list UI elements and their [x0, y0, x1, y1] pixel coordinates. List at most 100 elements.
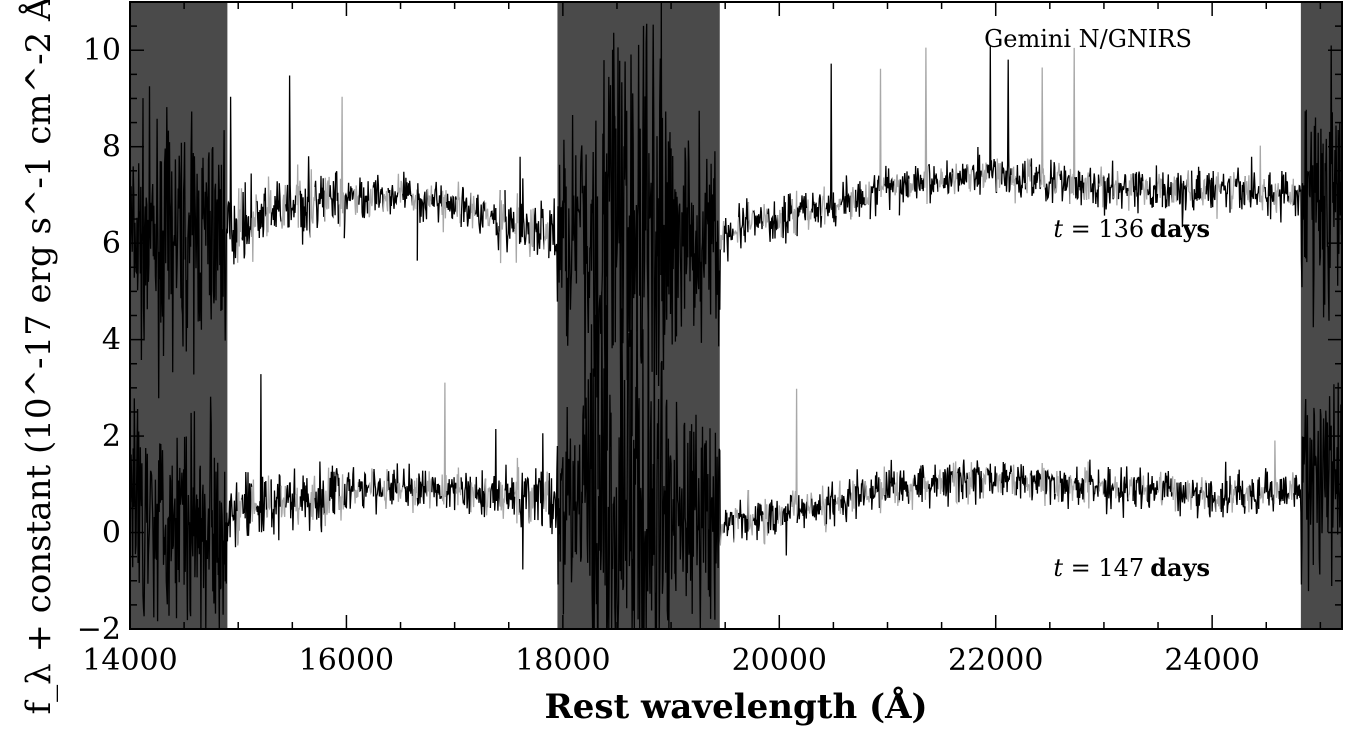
- spectrum-segment: [533, 200, 545, 255]
- spectrum-segment: [850, 187, 857, 220]
- spectrum-segment: [1117, 466, 1129, 518]
- spectrum-segment: [879, 466, 886, 514]
- spectrum-segment: [368, 468, 375, 497]
- y-tick-label: 0: [102, 516, 121, 551]
- spectrum-segment: [475, 194, 487, 234]
- spectrum-segment: [455, 467, 462, 506]
- y-tick-label: 2: [102, 419, 121, 454]
- spectrum-segment: [1288, 178, 1295, 207]
- spectrum-segment: [1054, 470, 1061, 503]
- y-tick-label: −2: [77, 612, 121, 647]
- spectrum-segment: [441, 190, 448, 233]
- spectrum-segment: [484, 202, 492, 227]
- spectrum-segment: [528, 208, 535, 258]
- spectrum-segment: [470, 192, 477, 229]
- spectrum-segment: [986, 46, 998, 194]
- spectrum-segment: [397, 173, 404, 203]
- spectrum-segment: [1249, 477, 1261, 515]
- spectrum-segment: [1191, 479, 1202, 519]
- spectrum-segment: [752, 207, 764, 236]
- spectrum-segment: [1001, 461, 1013, 496]
- spectrum-segment: [309, 475, 316, 520]
- spectrum-segment: [996, 158, 1003, 192]
- spectrum-segment: [952, 163, 958, 195]
- spectrum-segment: [1259, 487, 1266, 504]
- spectrum-segment: [840, 175, 852, 220]
- spectrum-segment: [1156, 471, 1164, 506]
- spectrum-segment: [358, 177, 370, 219]
- spectrum-segment: [806, 492, 813, 514]
- spectrum-segment: [723, 509, 735, 543]
- x-tick-label: 18000: [515, 643, 610, 678]
- spectrum-segment: [251, 479, 258, 522]
- spectrum-segment: [913, 165, 925, 199]
- epoch-label-value: 136: [1098, 215, 1144, 243]
- spectrum-segment: [499, 190, 506, 264]
- spectrum-segment: [820, 485, 828, 533]
- spectrum-segment: [971, 460, 983, 505]
- spectrum-segment: [499, 482, 506, 519]
- spectrum-segment: [854, 469, 866, 520]
- spectrum-segment: [533, 433, 545, 527]
- epoch-label-unit: days: [1150, 553, 1210, 582]
- spectrum-segment: [1229, 172, 1237, 210]
- spectrum-segment: [1234, 167, 1246, 210]
- spectrum-segment: [864, 181, 871, 220]
- spectrum-segment: [1030, 469, 1042, 501]
- spectrum-segment: [1273, 440, 1280, 504]
- spectrum-segment: [504, 190, 516, 253]
- spectrum-segment: [514, 193, 521, 263]
- spectrum-segment: [1234, 469, 1246, 514]
- spectrum-segment: [781, 193, 793, 244]
- spectrum-segment: [864, 480, 871, 503]
- spectrum-segment: [791, 388, 798, 524]
- spectrum-segment: [752, 502, 764, 541]
- epoch-label-prefix: t =: [1053, 554, 1098, 582]
- spectrum-segment: [1200, 477, 1207, 510]
- spectrum-segment: [129, 86, 238, 399]
- x-tick-label: 22000: [948, 643, 1043, 678]
- spectrum-segment: [460, 186, 472, 228]
- spectrum-segment: [796, 495, 808, 529]
- spectrum-136-days: [129, 1, 1343, 490]
- spectrum-segment: [869, 175, 881, 220]
- spectrum-segment: [762, 204, 769, 228]
- spectrum-segment: [353, 482, 360, 504]
- spectrum-segment: [338, 474, 345, 521]
- spectrum-segment: [942, 464, 954, 507]
- spectrum-segment: [460, 472, 472, 515]
- x-tick-label: 16000: [299, 643, 394, 678]
- spectrum-segment: [518, 156, 530, 246]
- spectrum-segment: [1098, 480, 1105, 496]
- spectrum-segment: [927, 464, 940, 509]
- spectrum-segment: [942, 160, 954, 195]
- spectrum-segment: [777, 206, 784, 238]
- spectrum-segment: [908, 478, 915, 510]
- spectrum-segment: [1147, 472, 1159, 508]
- spectrum-segment: [255, 374, 268, 533]
- spectrum-segment: [1132, 467, 1144, 510]
- spectrum-segment: [1288, 472, 1295, 500]
- spectrum-segment: [1059, 165, 1071, 204]
- spectrum-segment: [1273, 183, 1280, 213]
- spectrum-segment: [343, 467, 355, 509]
- spectrum-segment: [1161, 470, 1173, 501]
- spectrum-segment: [372, 174, 384, 212]
- spectrum-segment: [1190, 166, 1202, 211]
- spectrum-segment: [484, 478, 492, 516]
- spectrum-segment: [402, 463, 414, 506]
- spectrum-segment: [840, 479, 852, 523]
- spectrum-segment: [294, 487, 302, 525]
- spectrum-segment: [280, 184, 287, 229]
- spectrum-segment: [314, 175, 326, 229]
- spectrum-segment: [329, 465, 341, 515]
- spectrum-segment: [387, 463, 399, 505]
- spectrum-segment: [329, 170, 341, 224]
- spectrum-segment: [1171, 476, 1178, 512]
- spectrum-segment: [957, 163, 969, 192]
- spectrum-segment: [1044, 159, 1056, 204]
- spectrum-segment: [1127, 173, 1134, 211]
- spectrum-segment: [1083, 172, 1090, 201]
- spectrum-segment: [767, 499, 779, 535]
